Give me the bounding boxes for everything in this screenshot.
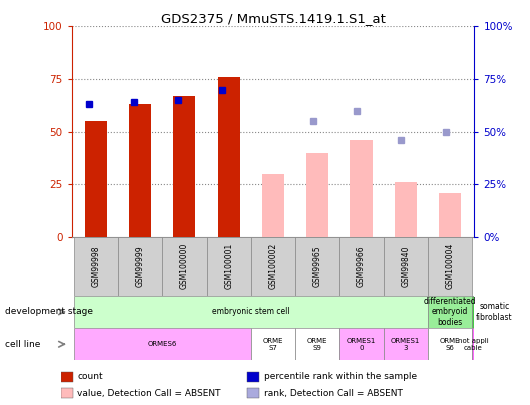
Text: GSM100000: GSM100000 [180,243,189,290]
Text: GSM99840: GSM99840 [401,245,410,287]
Bar [218,77,240,237]
Text: ORME
S7: ORME S7 [263,338,283,351]
Bar [251,328,295,360]
Bar [118,237,162,296]
Bar [61,372,73,382]
Text: ORMES1
0: ORMES1 0 [347,338,376,351]
Text: GSM100002: GSM100002 [269,243,277,290]
Bar [395,182,417,237]
Text: differentiated
embryoid
bodies: differentiated embryoid bodies [423,297,476,327]
Bar [472,328,474,360]
Text: count: count [77,373,103,382]
Text: ORME
S6: ORME S6 [440,338,460,351]
Bar [339,328,384,360]
Bar [472,296,516,328]
Bar [339,237,384,296]
Bar [247,388,259,399]
Text: embryonic stem cell: embryonic stem cell [212,307,289,316]
Bar [295,328,339,360]
Bar [439,193,461,237]
Bar [129,104,151,237]
Text: GSM99999: GSM99999 [136,245,145,287]
Text: ORMES6: ORMES6 [147,341,177,347]
Text: cell line: cell line [5,340,41,349]
Bar [306,153,328,237]
Text: rank, Detection Call = ABSENT: rank, Detection Call = ABSENT [263,389,402,398]
Text: development stage: development stage [5,307,93,316]
Bar [85,121,107,237]
Bar [74,237,118,296]
Text: value, Detection Call = ABSENT: value, Detection Call = ABSENT [77,389,221,398]
Bar [247,372,259,382]
Text: GSM100001: GSM100001 [224,243,233,290]
Text: percentile rank within the sample: percentile rank within the sample [263,373,417,382]
Bar [262,174,284,237]
Bar [428,237,472,296]
Text: ORMES1
3: ORMES1 3 [391,338,420,351]
Bar [173,96,196,237]
Bar [428,296,472,328]
Text: GSM99965: GSM99965 [313,245,322,287]
Bar [207,237,251,296]
Bar [162,237,207,296]
Text: somatic
fibroblast: somatic fibroblast [476,302,513,322]
Bar [295,237,339,296]
Text: GSM100004: GSM100004 [446,243,455,290]
Text: not appli
cable: not appli cable [458,338,489,351]
Bar [350,140,373,237]
Bar [384,237,428,296]
Text: GSM99998: GSM99998 [91,245,100,287]
Bar [251,237,295,296]
Text: GSM99966: GSM99966 [357,245,366,287]
Bar [428,328,472,360]
Bar [74,328,251,360]
Bar [384,328,428,360]
Bar [74,296,428,328]
Bar [61,388,73,399]
Title: GDS2375 / MmuSTS.1419.1.S1_at: GDS2375 / MmuSTS.1419.1.S1_at [161,12,385,25]
Text: ORME
S9: ORME S9 [307,338,328,351]
